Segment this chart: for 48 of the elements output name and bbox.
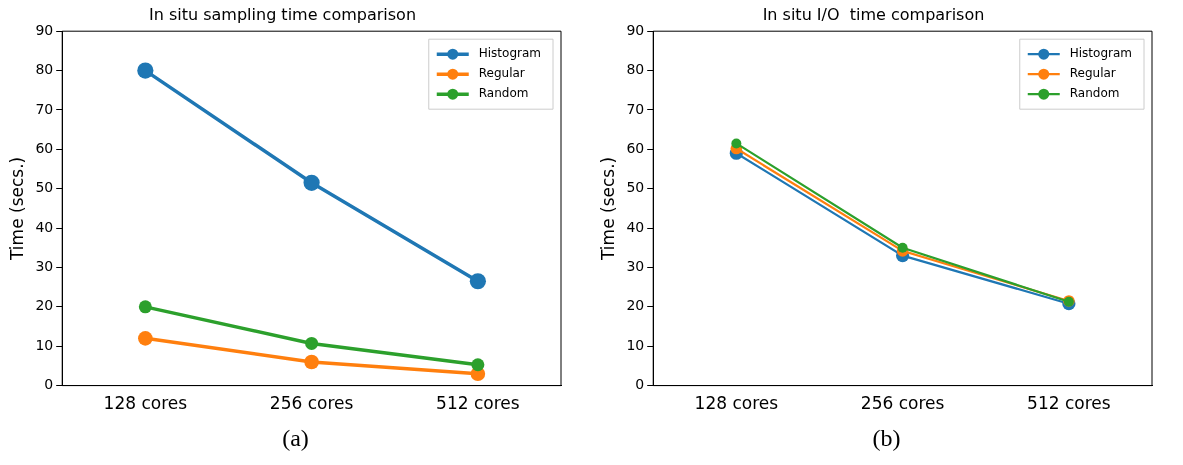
legend-label: Histogram xyxy=(478,46,541,61)
chart-title: In situ I/O time comparison xyxy=(762,4,985,24)
point xyxy=(305,336,319,350)
point xyxy=(138,300,152,314)
y-tick-label: 10 xyxy=(35,336,54,353)
y-tick-label: 70 xyxy=(626,100,645,117)
point xyxy=(469,273,486,290)
point xyxy=(303,174,320,191)
y-tick-label: 60 xyxy=(35,139,54,156)
y-tick-label: 30 xyxy=(626,258,645,275)
x-tick-label: 128 cores xyxy=(103,393,188,414)
y-tick-label: 50 xyxy=(626,179,645,196)
point xyxy=(137,62,154,79)
legend-label: Regular xyxy=(1069,66,1116,81)
chart-title: In situ sampling time comparison xyxy=(148,4,417,24)
y-tick-label: 30 xyxy=(35,258,54,275)
point xyxy=(138,331,153,346)
y-tick-label: 60 xyxy=(626,139,645,156)
x-tick-label: 512 cores xyxy=(1027,393,1111,414)
y-tick-label: 80 xyxy=(35,61,54,78)
x-tick-label: 256 cores xyxy=(269,393,354,414)
x-tick-label: 256 cores xyxy=(860,393,945,414)
y-tick-label: 10 xyxy=(626,336,645,353)
legend-label: Regular xyxy=(478,66,525,81)
y-tick-label: 70 xyxy=(35,100,54,117)
y-tick-label: 0 xyxy=(635,376,645,393)
y-tick-label: 20 xyxy=(626,297,645,314)
text: (b) xyxy=(871,424,902,453)
y-tick-label: 0 xyxy=(44,376,54,393)
y-axis-title: Time (secs.) xyxy=(6,156,27,261)
y-tick-label: 90 xyxy=(626,21,645,38)
y-axis-title: Time (secs.) xyxy=(597,156,618,261)
y-tick-label: 80 xyxy=(626,61,645,78)
point xyxy=(731,138,742,149)
x-tick-label: 512 cores xyxy=(436,393,520,414)
y-tick-label: 90 xyxy=(35,21,54,38)
legend-label: Random xyxy=(478,86,529,101)
y-tick-label: 20 xyxy=(35,297,54,314)
legend-label: Random xyxy=(1069,86,1120,101)
y-tick-label: 40 xyxy=(35,218,54,235)
legend-label: Histogram xyxy=(1069,46,1132,61)
point xyxy=(304,354,319,370)
text: (a) xyxy=(281,424,310,453)
point xyxy=(897,242,908,253)
y-tick-label: 50 xyxy=(35,179,54,196)
y-tick-label: 40 xyxy=(626,218,645,235)
x-tick-label: 128 cores xyxy=(694,393,779,414)
point xyxy=(471,358,485,372)
